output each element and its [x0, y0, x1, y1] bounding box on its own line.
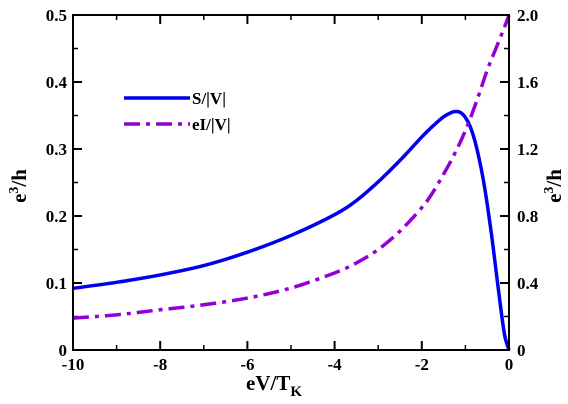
y-left-axis-title-sup: 3 — [7, 187, 22, 194]
y-right-tick-label: 0.8 — [517, 207, 538, 226]
x-tick-label: -6 — [240, 355, 254, 374]
plot-series — [72, 14, 511, 351]
x-tick-label: -8 — [153, 355, 167, 374]
legend-label-series-1: S/|V| — [192, 89, 226, 108]
x-axis-title-sub: K — [290, 384, 302, 400]
series-line-1 — [72, 109, 511, 351]
y-right-axis-title: e3/h — [542, 169, 566, 203]
x-tick-label: 0 — [505, 355, 514, 374]
y-left-axis-title-main: e — [7, 194, 31, 203]
y-left-tick-label: 0.4 — [46, 73, 68, 92]
x-axis-title-main: eV/T — [246, 371, 290, 395]
y-right-tick-label: 1.2 — [517, 140, 538, 159]
y-left-tick-label: 0.1 — [46, 274, 67, 293]
y-right-axis-title-main: e — [542, 194, 566, 203]
y-left-axis-title-tail: /h — [7, 169, 31, 188]
y-right-axis-title-sup: 3 — [542, 187, 557, 194]
y-right-tick-label: 2.0 — [517, 6, 538, 25]
x-tick-label: -2 — [415, 355, 429, 374]
x-tick-label: -4 — [328, 355, 343, 374]
plot-frame — [72, 14, 510, 351]
y-left-tick-label: 0.5 — [46, 6, 67, 25]
y-right-tick-label: 0.4 — [517, 274, 539, 293]
y-right-tick-label: 1.6 — [517, 73, 538, 92]
x-tick-label: -10 — [62, 355, 85, 374]
axis-ticks — [72, 14, 510, 351]
x-axis-title: eV/TK — [246, 371, 302, 400]
legend: S/|V| eI/|V| — [124, 89, 231, 134]
y-right-tick-label: 0 — [517, 341, 526, 360]
y-right-axis-title-tail: /h — [542, 169, 566, 188]
y-left-tick-label: 0.2 — [46, 207, 67, 226]
tick-labels: -10 -8 -6 -4 -2 000.10.20.30.40.500.40.81.21.… — [46, 6, 539, 374]
y-left-axis-title: e3/h — [7, 169, 31, 203]
y-left-tick-label: 0.3 — [46, 140, 67, 159]
legend-label-series-2: eI/|V| — [192, 115, 231, 134]
series-line-2 — [72, 14, 511, 320]
y-left-tick-label: 0 — [59, 341, 68, 360]
